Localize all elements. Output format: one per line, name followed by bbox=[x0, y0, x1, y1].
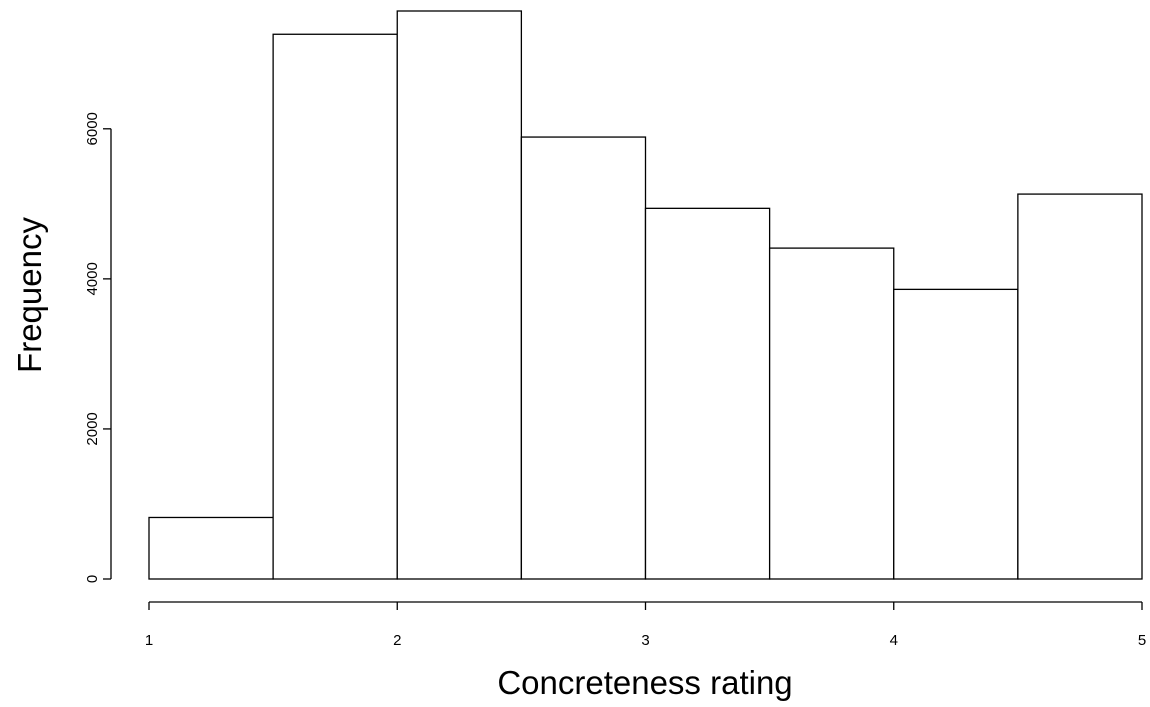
y-axis-title: Frequency bbox=[11, 217, 48, 373]
histogram-bar-6 bbox=[768, 247, 895, 580]
histogram-bar-7 bbox=[893, 288, 1019, 580]
y-tick-label-2: 4000 bbox=[84, 262, 101, 295]
histogram-bar-5 bbox=[644, 207, 771, 580]
x-tick-label-1: 2 bbox=[393, 632, 401, 649]
y-tick-label-1: 2000 bbox=[84, 412, 101, 445]
x-axis-title: Concreteness rating bbox=[497, 664, 792, 701]
bars-group bbox=[148, 10, 1143, 580]
x-tick-label-0: 1 bbox=[145, 632, 153, 649]
x-tick-label-2: 3 bbox=[641, 632, 649, 649]
histogram-bar-8 bbox=[1017, 193, 1143, 580]
x-tick-label-3: 4 bbox=[890, 632, 898, 649]
y-tick-label-3: 6000 bbox=[84, 112, 101, 145]
histogram-bar-2 bbox=[272, 33, 398, 580]
histogram-bar-3 bbox=[396, 10, 523, 580]
histogram-bar-1 bbox=[148, 516, 274, 580]
x-axis: 1 2 3 4 5 bbox=[145, 601, 1146, 649]
histogram-bar-4 bbox=[520, 136, 647, 580]
y-axis: 0 2000 4000 6000 bbox=[84, 112, 112, 583]
y-tick-label-0: 0 bbox=[84, 575, 101, 583]
x-tick-label-4: 5 bbox=[1138, 632, 1146, 649]
